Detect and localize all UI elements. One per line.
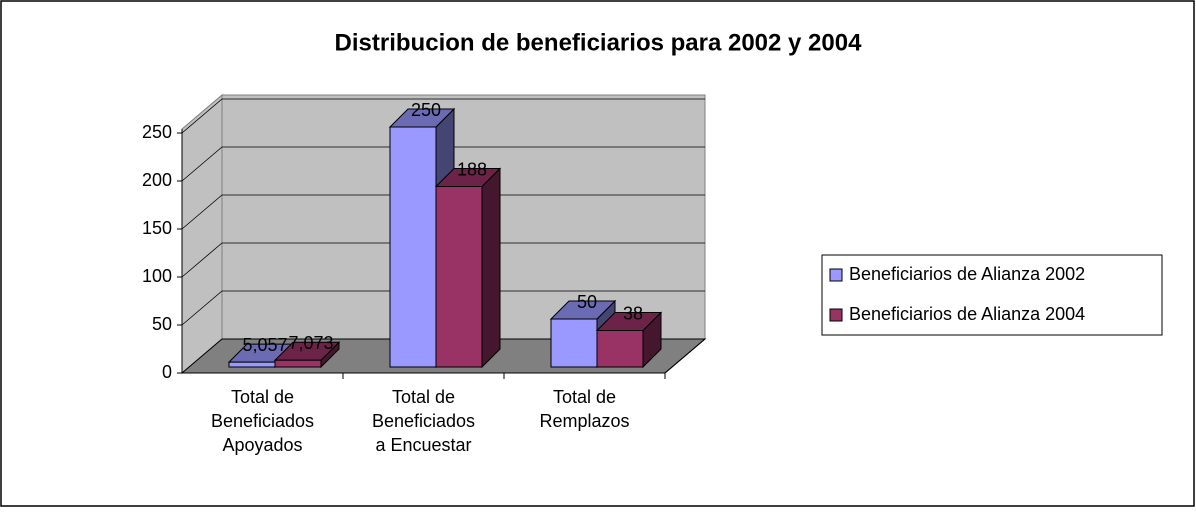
legend-label: Beneficiarios de Alianza 2004	[849, 304, 1085, 324]
x-tick-label: Total de Beneficiados a Encuestar	[372, 387, 475, 455]
legend-box	[821, 254, 1163, 336]
grid-line	[181, 98, 705, 134]
x-tick-label-line: Total de	[231, 387, 294, 407]
y-tick-label: 250	[142, 122, 172, 142]
y-tick-label: 100	[142, 266, 172, 286]
bar-front	[435, 186, 483, 368]
data-label: 5,057	[242, 335, 287, 355]
legend-swatch	[829, 268, 843, 282]
data-label: 250	[411, 100, 441, 120]
grid-line	[181, 146, 705, 182]
x-tick-label-line: Apoyados	[222, 435, 302, 455]
bar-side	[481, 167, 501, 369]
bar	[595, 311, 663, 369]
y-tick-label: 0	[162, 362, 172, 382]
legend-swatch	[829, 308, 843, 322]
grid-line	[181, 290, 705, 326]
bar-front	[596, 330, 644, 368]
x-tick-label-line: a Encuestar	[375, 435, 471, 455]
bar-front	[389, 126, 437, 368]
side-wall	[181, 93, 223, 375]
bar	[273, 341, 341, 369]
x-tick-label: Total de Remplazos	[539, 387, 629, 431]
x-tick-label-line: Total de	[392, 387, 455, 407]
bar-front	[550, 318, 598, 368]
x-tick-label-line: Beneficiados	[211, 411, 314, 431]
y-tick-label: 50	[152, 314, 172, 334]
floor-edge	[664, 338, 706, 374]
data-label: 7,073	[288, 333, 333, 353]
bar-front	[228, 361, 276, 368]
data-label: 188	[457, 159, 487, 179]
chart-title: Distribucion de beneficiarios para 2002 …	[335, 29, 863, 56]
y-tick-label: 150	[142, 218, 172, 238]
grid-line	[181, 242, 705, 278]
data-label: 50	[577, 292, 597, 312]
data-label: 38	[623, 303, 643, 323]
bar	[434, 167, 502, 369]
x-tick-label-line: Total de	[553, 387, 616, 407]
x-tick-label: Total de Beneficiados Apoyados	[211, 387, 314, 455]
bar-front	[274, 359, 322, 368]
y-tick-label: 200	[142, 170, 172, 190]
x-tick-label-line: Beneficiados	[372, 411, 475, 431]
legend-label: Beneficiarios de Alianza 2002	[849, 264, 1085, 284]
grid-line	[181, 194, 705, 230]
x-tick-label-line: Remplazos	[539, 411, 629, 431]
